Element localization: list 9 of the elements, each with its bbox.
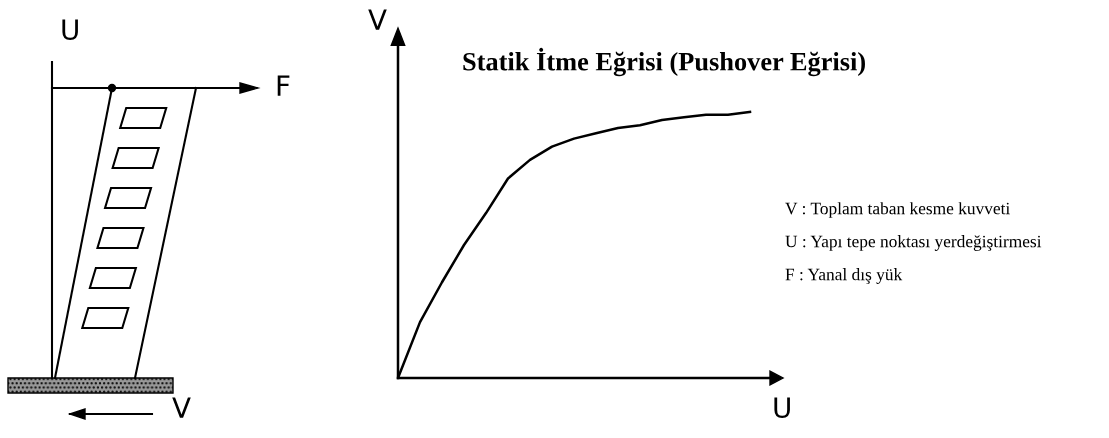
text: U [62, 19, 78, 41]
text: F [277, 75, 290, 96]
x-axis-title: U [774, 397, 790, 419]
chart-title: Statik İtme Eğrisi (Pushover Eğrisi) [463, 47, 865, 77]
text: F : Yanal dış yük [785, 268, 903, 284]
text: V : Toplam taban kesme kuvveti [785, 202, 1010, 218]
y-axis-title: V [368, 9, 387, 30]
text: V [172, 397, 191, 418]
text: U : Yapı tepe noktası yerdeğiştirmesi [785, 235, 1042, 251]
